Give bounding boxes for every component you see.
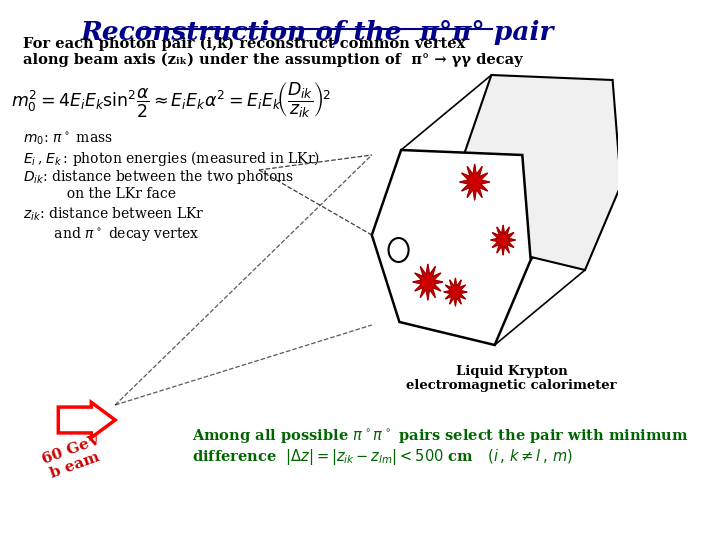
Polygon shape [372,150,531,345]
Text: 60 GeV: 60 GeV [40,433,102,467]
Text: Reconstruction of the  π°π° pair: Reconstruction of the π°π° pair [81,20,554,45]
Polygon shape [413,264,443,300]
Text: For each photon pair (i,k) reconstruct common vertex: For each photon pair (i,k) reconstruct c… [23,37,466,51]
Text: $m_0$: $\pi^\circ$ mass: $m_0$: $\pi^\circ$ mass [23,130,113,147]
Text: $z_{ik}$: distance between LKr: $z_{ik}$: distance between LKr [23,206,204,224]
Text: $m_0^2 = 4E_i E_k \sin^2\!\dfrac{\alpha}{2} \approx E_i E_k \alpha^2 = E_i E_k \: $m_0^2 = 4E_i E_k \sin^2\!\dfrac{\alpha}… [12,80,331,119]
Polygon shape [444,278,467,306]
Text: difference  $|\Delta z| = |z_{ik} - z_{lm}| < 500$ cm   $(i\,,\, k \neq l\,,\, m: difference $|\Delta z| = |z_{ik} - z_{lm… [192,447,573,467]
Text: Among all possible $\pi^\circ\pi^\circ$ pairs select the pair with minimum: Among all possible $\pi^\circ\pi^\circ$ … [192,428,689,446]
Text: along beam axis (zᵢₖ) under the assumption of  π° → γγ decay: along beam axis (zᵢₖ) under the assumpti… [23,53,523,68]
Polygon shape [490,225,516,255]
Text: on the LKr face: on the LKr face [23,187,176,201]
Polygon shape [459,164,490,200]
Text: Liquid Krypton: Liquid Krypton [456,365,567,378]
Text: $E_i\,$, $E_k\,$: photon energies (measured in LKr): $E_i\,$, $E_k\,$: photon energies (measu… [23,149,320,168]
Polygon shape [462,75,621,270]
Text: and $\pi^\circ$ decay vertex: and $\pi^\circ$ decay vertex [23,225,199,243]
Text: $D_{ik}$: distance between the two photons: $D_{ik}$: distance between the two photo… [23,168,294,186]
Text: b eam: b eam [48,450,102,481]
Polygon shape [58,402,115,438]
Text: electromagnetic calorimeter: electromagnetic calorimeter [406,379,617,392]
